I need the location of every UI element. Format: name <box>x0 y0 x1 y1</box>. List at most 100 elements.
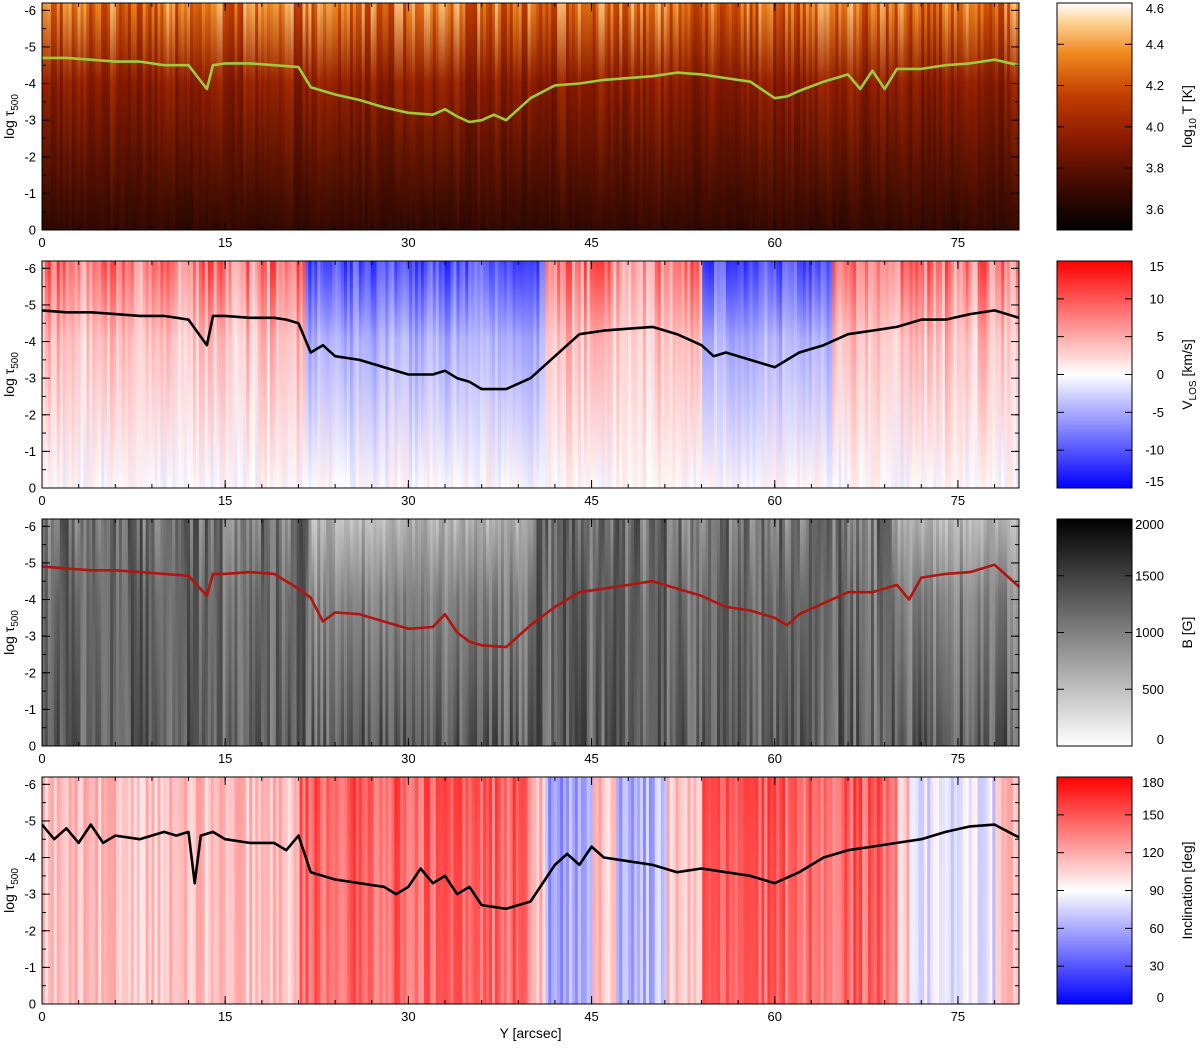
heatmap-column <box>400 261 404 488</box>
heatmap-column <box>127 519 132 746</box>
heatmap-column <box>776 519 780 746</box>
heatmap-column <box>441 777 446 1004</box>
heatmap-column <box>503 3 508 230</box>
heatmap-column <box>1016 3 1019 230</box>
heatmap-column <box>654 777 659 1004</box>
heatmap-column <box>734 777 739 1004</box>
heatmap-column <box>252 3 256 230</box>
heatmap-column <box>944 3 949 230</box>
heatmap-column <box>876 777 881 1004</box>
heatmap-column <box>323 261 327 488</box>
heatmap-column <box>942 3 946 230</box>
heatmap-column <box>793 777 798 1004</box>
heatmap-column <box>796 777 801 1004</box>
heatmap-column <box>947 777 952 1004</box>
heatmap-column <box>219 777 224 1004</box>
heatmap-column <box>850 519 854 746</box>
heatmap-column <box>385 519 389 746</box>
heatmap-column <box>450 777 455 1004</box>
heatmap-column <box>198 777 203 1004</box>
heatmap-column <box>296 3 301 230</box>
heatmap-column <box>986 777 990 1004</box>
heatmap-column <box>853 3 857 230</box>
heatmap-column <box>486 519 490 746</box>
heatmap-column <box>101 777 105 1004</box>
heatmap-column <box>752 519 757 746</box>
heatmap-column <box>705 519 709 746</box>
heatmap-column <box>992 519 996 746</box>
tau-line <box>42 56 1019 124</box>
heatmap-column <box>181 3 185 230</box>
heatmap-column <box>139 3 144 230</box>
heatmap-column <box>246 777 250 1004</box>
heatmap-column <box>323 519 327 746</box>
heatmap-column <box>447 519 452 746</box>
heatmap-column <box>992 3 996 230</box>
heatmap-column <box>113 777 117 1004</box>
heatmap-column <box>480 777 484 1004</box>
heatmap-column <box>172 777 176 1004</box>
heatmap-column <box>705 777 709 1004</box>
heatmap-column <box>903 261 908 488</box>
heatmap-column <box>332 519 336 746</box>
colorbar-label: B [G] <box>1179 617 1195 649</box>
heatmap-column <box>554 777 558 1004</box>
heatmap-column <box>53 261 58 488</box>
heatmap-column <box>577 261 582 488</box>
heatmap-column <box>133 261 138 488</box>
heatmap-column <box>423 3 428 230</box>
colorbar-tick-label: 10 <box>1150 291 1164 306</box>
heatmap-column <box>269 777 274 1004</box>
heatmap-column <box>201 3 206 230</box>
heatmap-column <box>637 261 641 488</box>
heatmap-column <box>749 519 754 746</box>
y-tick-label: -5 <box>24 39 36 54</box>
heatmap-column <box>524 519 529 746</box>
heatmap-column <box>583 261 588 488</box>
heatmap-column <box>619 519 623 746</box>
heatmap-column <box>622 261 626 488</box>
heatmap-column <box>805 3 810 230</box>
heatmap-column <box>77 519 82 746</box>
heatmap-column <box>571 261 576 488</box>
heatmap-column <box>68 3 73 230</box>
heatmap-column <box>489 777 493 1004</box>
heatmap-column <box>616 777 620 1004</box>
heatmap-column <box>870 777 875 1004</box>
heatmap-column <box>213 777 218 1004</box>
heatmap-column <box>628 777 632 1004</box>
heatmap-column <box>290 3 295 230</box>
heatmap-column <box>255 777 259 1004</box>
heatmap-column <box>92 261 96 488</box>
heatmap-column <box>367 519 372 746</box>
heatmap-column <box>654 261 659 488</box>
heatmap-column <box>412 519 416 746</box>
heatmap-column <box>554 519 558 746</box>
colorbar-tick-label: 90 <box>1150 883 1164 898</box>
heatmap-column <box>542 3 546 230</box>
heatmap-column <box>187 3 191 230</box>
heatmap-column <box>335 519 339 746</box>
heatmap-column <box>968 261 973 488</box>
heatmap-column <box>906 261 911 488</box>
heatmap-column <box>204 519 209 746</box>
heatmap-column <box>500 777 505 1004</box>
colorbar-tick-label: 1000 <box>1135 625 1164 640</box>
heatmap-column <box>897 261 902 488</box>
heatmap-column <box>743 777 748 1004</box>
heatmap-column <box>133 777 138 1004</box>
heatmap-column <box>921 261 925 488</box>
heatmap-column <box>752 261 757 488</box>
heatmap-column <box>47 519 52 746</box>
heatmap-column <box>870 261 875 488</box>
heatmap-column <box>314 519 318 746</box>
x-tick-label: 30 <box>401 235 415 250</box>
heatmap-column <box>823 3 828 230</box>
heatmap-column <box>876 261 881 488</box>
heatmap-column <box>968 519 973 746</box>
heatmap-column <box>788 519 792 746</box>
heatmap-column <box>992 261 996 488</box>
heatmap-column <box>838 519 842 746</box>
heatmap-column <box>560 261 564 488</box>
heatmap-column <box>962 3 967 230</box>
